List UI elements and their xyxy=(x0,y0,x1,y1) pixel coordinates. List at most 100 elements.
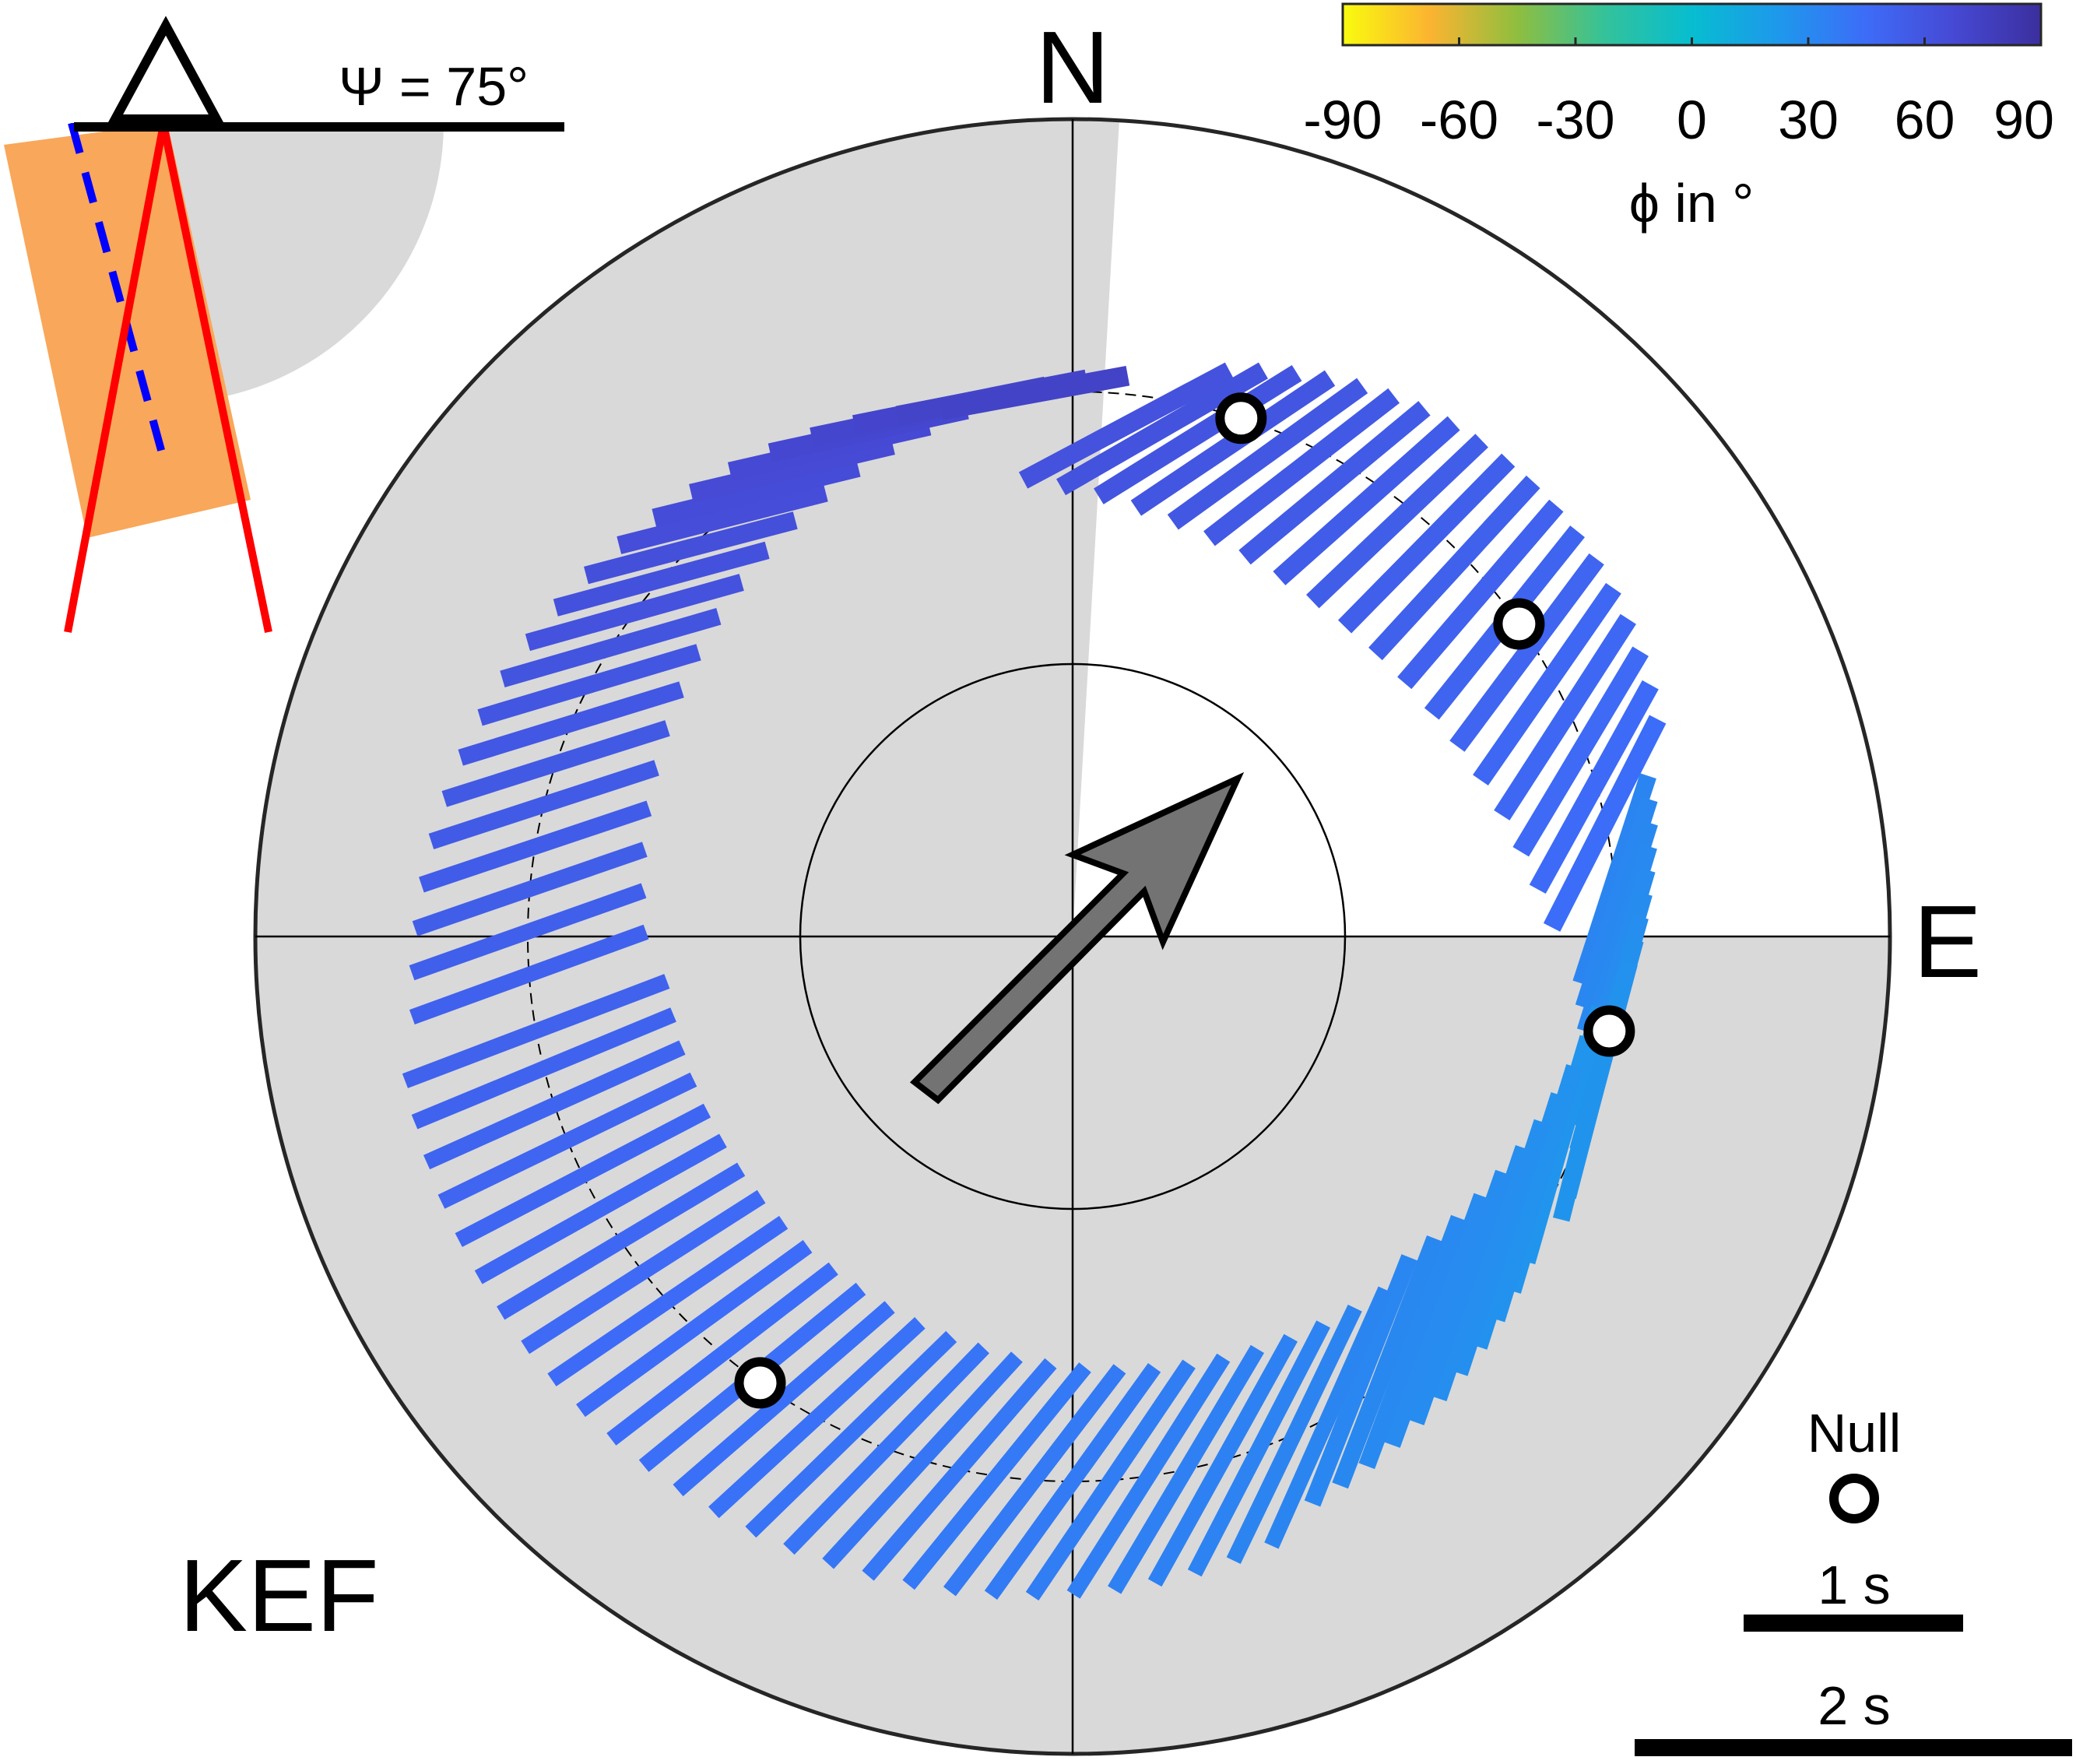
splitting-bar xyxy=(419,800,652,893)
splitting-bar xyxy=(409,924,649,1024)
null-marker xyxy=(734,1357,786,1409)
colorbar-tick-0: -90 xyxy=(1303,90,1382,150)
splitting-bar xyxy=(673,1301,895,1497)
splitting-bar xyxy=(1273,416,1460,585)
splitting-bar xyxy=(1306,434,1488,609)
splitting-bar xyxy=(1368,475,1540,661)
splitting-bar xyxy=(437,1072,697,1209)
station-label: KEF xyxy=(179,1538,379,1653)
splitting-bar xyxy=(402,974,670,1088)
splitting-bar xyxy=(409,883,647,981)
splitting-bar xyxy=(984,1363,1161,1600)
splitting-bar xyxy=(1449,553,1604,752)
splitting-bar xyxy=(576,1239,813,1418)
fast-axis-arrow xyxy=(909,771,1245,1105)
splitting-bar xyxy=(1332,1235,1443,1489)
fast-axis-line-right xyxy=(160,123,272,634)
splitting-bar xyxy=(1407,1169,1512,1425)
inset-gray-sector xyxy=(163,123,444,403)
colorbar-tick-5: 60 xyxy=(1895,90,1955,150)
splitting-bar xyxy=(708,1316,926,1519)
splitting-bar xyxy=(553,541,770,617)
splitting-bar xyxy=(862,1358,1057,1581)
north-label: N xyxy=(1035,10,1109,125)
null-marker xyxy=(1583,1005,1635,1057)
splitting-bar xyxy=(1529,680,1659,894)
null-markers xyxy=(734,392,1635,1409)
splitting-bar xyxy=(1130,370,1336,516)
splitting-bar xyxy=(1203,388,1400,546)
splitting-bar xyxy=(1397,499,1564,690)
scale-1s-label: 1 s xyxy=(1818,1555,1890,1615)
colorbar-tick-2: -30 xyxy=(1536,90,1614,150)
splitting-bar xyxy=(1304,1254,1417,1507)
splitting-bar xyxy=(1187,1320,1330,1577)
splitting-bar xyxy=(584,511,798,585)
splitting-bar xyxy=(943,1364,1126,1597)
splitting-bar xyxy=(477,644,701,726)
gray-sector-north-wedge xyxy=(1073,119,1119,936)
splitting-bar xyxy=(1066,1353,1231,1599)
splitting-bar xyxy=(474,1133,727,1284)
east-label: E xyxy=(1913,884,1982,999)
splitting-bar xyxy=(423,1040,686,1170)
splitting-bar xyxy=(902,1362,1091,1590)
splitting-bar xyxy=(1025,1359,1196,1601)
scale-2s-label: 2 s xyxy=(1818,1675,1890,1736)
splitting-bars xyxy=(402,362,1667,1601)
splitting-bar xyxy=(455,1103,711,1247)
splitting-bar xyxy=(1226,1304,1362,1565)
dashed-layer-line xyxy=(68,123,170,469)
splitting-bar xyxy=(616,483,828,554)
splitting-bar xyxy=(547,1215,789,1386)
splitting-bar xyxy=(1108,1344,1265,1594)
splitting-bar xyxy=(1264,1286,1393,1549)
psi-label: Ψ = 75° xyxy=(339,56,529,117)
splitting-bar xyxy=(1451,1119,1551,1376)
splitting-bar xyxy=(521,1189,766,1355)
legend: Null 1 s 2 s xyxy=(1635,1403,2072,1756)
splitting-bar xyxy=(1147,1334,1298,1587)
splitting-bar xyxy=(1430,1145,1532,1402)
splitting-bar xyxy=(652,459,861,527)
splitting-bar xyxy=(1167,378,1368,530)
splitting-bar xyxy=(1094,364,1302,504)
null-legend-marker xyxy=(1829,1474,1879,1523)
station-triangle-icon xyxy=(107,16,225,124)
splitting-bar xyxy=(1512,646,1649,857)
splitting-bar xyxy=(1056,362,1268,496)
splitting-bar xyxy=(822,1351,1023,1569)
splitting-bar xyxy=(428,760,659,849)
splitting-bar xyxy=(606,1262,838,1446)
colorbar-tick-3: 0 xyxy=(1677,90,1707,150)
splitting-bar xyxy=(1337,453,1516,634)
colorbar-tick-4: 30 xyxy=(1778,90,1839,150)
splitting-bar xyxy=(689,436,895,503)
colorbar-label: ϕ in ° xyxy=(1629,173,1755,234)
splitting-bar xyxy=(783,1342,989,1555)
colorbar-tick-6: 90 xyxy=(1993,90,2054,150)
splitting-bar xyxy=(441,720,670,807)
splitting-bar xyxy=(745,1330,957,1538)
colorbar-tick-1: -60 xyxy=(1420,90,1498,150)
null-marker xyxy=(1493,598,1545,650)
splitting-bar xyxy=(525,574,744,652)
splitting-bar xyxy=(497,1162,746,1320)
splitting-bar xyxy=(412,842,648,936)
splitting-bar xyxy=(1473,582,1621,786)
splitting-bar xyxy=(1383,1193,1491,1448)
splitting-bar xyxy=(1494,613,1636,821)
inner-circle xyxy=(799,662,1347,1211)
splitting-bar xyxy=(1543,715,1667,932)
splitting-bar xyxy=(500,608,722,688)
model-inset: Ψ = 75° xyxy=(4,16,564,634)
splitting-bar xyxy=(1358,1214,1467,1470)
null-legend-label: Null xyxy=(1807,1403,1902,1464)
splitting-bar xyxy=(940,366,1130,420)
colorbar: -90 -60 -30 0 30 60 90 ϕ in ° xyxy=(1303,2,2054,234)
fast-axis-line-left xyxy=(64,124,167,633)
splitting-bar xyxy=(1238,401,1431,565)
splitting-bar xyxy=(1018,362,1235,489)
splitting-bar xyxy=(411,1007,676,1130)
